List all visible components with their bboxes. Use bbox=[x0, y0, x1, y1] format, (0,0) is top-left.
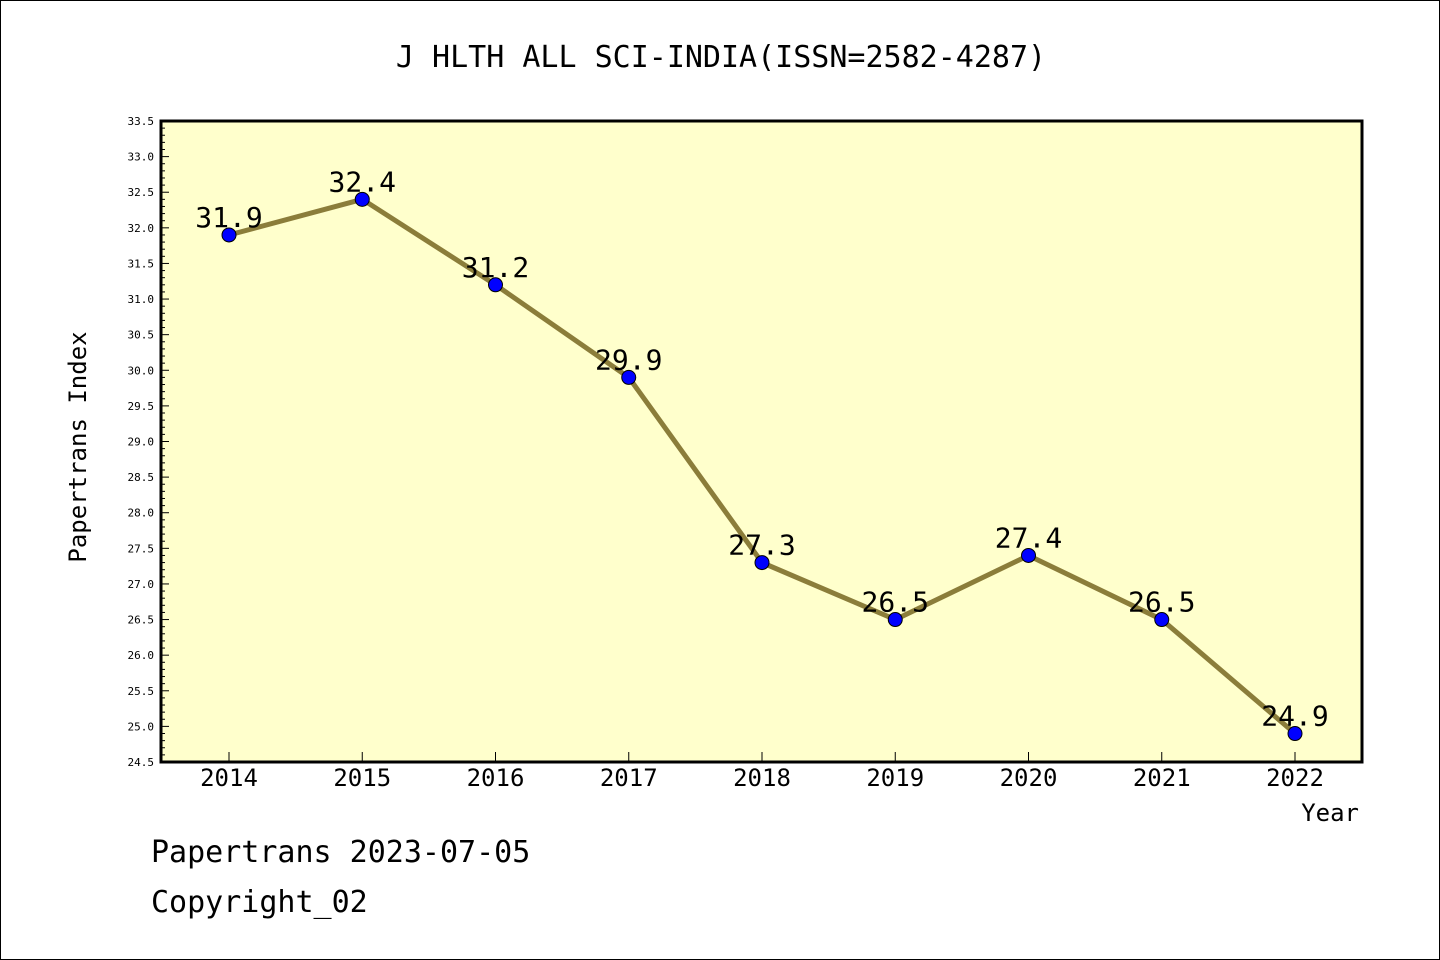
y-tick-label: 30.0 bbox=[128, 364, 155, 377]
data-label: 27.4 bbox=[995, 521, 1062, 554]
y-tick-label: 26.0 bbox=[128, 649, 155, 662]
data-label-layer: 31.9 32.4 31.2 29.9 27.3 26.5 27.4 26.5 24.9 bbox=[195, 165, 1328, 732]
data-label: 29.9 bbox=[595, 343, 662, 376]
y-tick-label: 32.5 bbox=[128, 186, 155, 199]
y-tick-label: 33.5 bbox=[128, 115, 155, 128]
y-tick-label: 25.5 bbox=[128, 685, 155, 698]
y-tick-label: 30.5 bbox=[128, 329, 155, 342]
data-point-marker bbox=[1287, 726, 1303, 742]
y-tick-label: 33.0 bbox=[128, 151, 155, 164]
data-label: 26.5 bbox=[862, 586, 929, 619]
footer-date-text: Papertrans 2023-07-05 bbox=[151, 835, 531, 870]
x-tick-label: 2020 bbox=[1000, 764, 1058, 792]
y-tick-label: 28.0 bbox=[128, 507, 155, 520]
x-tick-label: 2019 bbox=[866, 764, 924, 792]
chart-title: J HLTH ALL SCI-INDIA(ISSN=2582-4287) bbox=[396, 40, 1046, 75]
data-label: 27.3 bbox=[728, 529, 795, 562]
data-label: 31.9 bbox=[195, 201, 262, 234]
data-point-marker bbox=[488, 277, 503, 293]
data-label: 31.2 bbox=[462, 251, 529, 284]
data-point-marker bbox=[754, 555, 770, 571]
x-tick-label: 2018 bbox=[733, 764, 791, 792]
y-tick-label: 24.5 bbox=[128, 756, 155, 769]
y-tick-label: 31.5 bbox=[128, 257, 155, 270]
y-axis: 24.5 25.0 25.5 26.0 26.5 27.0 27.5 28.0 28.5 29.0… bbox=[128, 115, 169, 769]
data-label: 32.4 bbox=[329, 165, 396, 198]
x-axis-label: Year bbox=[1301, 799, 1359, 827]
x-tick-label: 2021 bbox=[1133, 764, 1191, 792]
data-point-marker bbox=[221, 227, 237, 243]
y-tick-label: 29.0 bbox=[128, 436, 155, 449]
x-tick-label: 2016 bbox=[467, 764, 525, 792]
data-point-marker bbox=[1021, 547, 1036, 563]
plot-area bbox=[159, 119, 1364, 764]
y-tick-label: 32.0 bbox=[128, 222, 155, 235]
y-axis-label: Papertrans Index bbox=[64, 331, 92, 562]
y-tick-label: 27.0 bbox=[128, 578, 155, 591]
y-tick-label: 31.0 bbox=[128, 293, 155, 306]
y-tick-label: 25.0 bbox=[128, 720, 155, 733]
x-tick-label: 2017 bbox=[600, 764, 658, 792]
y-tick-label: 29.5 bbox=[128, 400, 155, 413]
data-point-marker bbox=[354, 191, 370, 207]
data-label: 24.9 bbox=[1261, 700, 1328, 733]
data-point-marker bbox=[621, 369, 637, 385]
x-axis: 2014 2015 2016 2017 2018 2019 2020 2021 2022 bbox=[200, 752, 1324, 792]
footer-copyright-text: Copyright_02 bbox=[151, 885, 368, 920]
y-tick-label: 28.5 bbox=[128, 471, 155, 484]
x-tick-label: 2022 bbox=[1266, 764, 1324, 792]
data-point-marker bbox=[887, 612, 903, 628]
y-tick-label: 26.5 bbox=[128, 614, 155, 627]
data-point-marker bbox=[1154, 612, 1170, 628]
x-tick-label: 2015 bbox=[333, 764, 391, 792]
x-tick-label: 2014 bbox=[200, 764, 258, 792]
series-layer bbox=[221, 191, 1303, 742]
y-tick-label: 27.5 bbox=[128, 542, 155, 555]
data-label: 26.5 bbox=[1128, 586, 1195, 619]
